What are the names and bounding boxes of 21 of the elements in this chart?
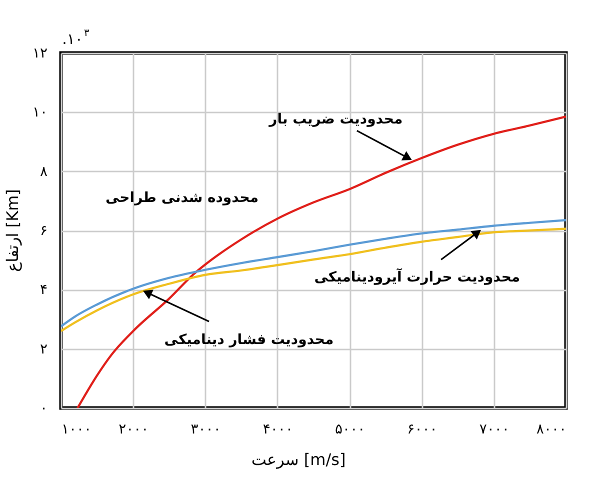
annotation: محدوده شدنی طراحی bbox=[106, 190, 258, 206]
y-tick-label: ۱۰ bbox=[32, 104, 48, 121]
x-tick-label: ۳۰۰۰ bbox=[190, 422, 221, 438]
x-tick-label: ۵۰۰۰ bbox=[335, 422, 366, 438]
x-tick-label: ۱۰۰۰ bbox=[62, 422, 92, 438]
x-axis-title: سرعت [m/s] bbox=[251, 450, 346, 469]
annotation: محدودیت فشار دینامیکی bbox=[164, 332, 334, 348]
y-tick-label: ۶ bbox=[40, 223, 48, 239]
y-tick-label: ۲ bbox=[40, 341, 48, 358]
y-axis-title: ارتفاع [Km] bbox=[3, 189, 22, 272]
x-tick-label: ۲۰۰۰ bbox=[118, 422, 149, 438]
y-tick-label: ۸ bbox=[40, 164, 48, 180]
x-tick-label: ۴۰۰۰ bbox=[262, 422, 293, 438]
x-tick-label: ۸۰۰۰ bbox=[536, 422, 566, 438]
y-tick-label: ۰ bbox=[40, 400, 48, 416]
annotation: محدودیت ضریب بار bbox=[268, 112, 403, 128]
annotation: محدودیت حرارت آیرودینامیکی bbox=[314, 268, 520, 286]
y-tick-label: ۱۲ bbox=[32, 46, 48, 62]
x-tick-label: ۷۰۰۰ bbox=[479, 422, 510, 438]
x-tick-label: ۶۰۰۰ bbox=[407, 422, 438, 438]
y-tick-label: ۴ bbox=[40, 282, 48, 298]
